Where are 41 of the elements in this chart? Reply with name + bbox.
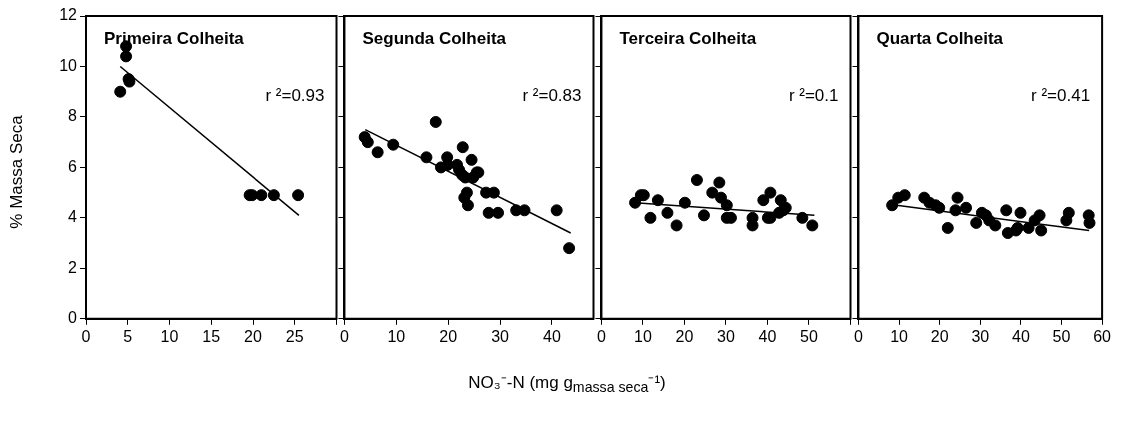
- x-tick-label: 25: [285, 327, 304, 345]
- y-tick-label: 8: [68, 107, 78, 125]
- text: Primeira Colheita: [104, 29, 245, 49]
- y-tick-label: 6: [68, 157, 78, 175]
- y-tick-label: 0: [68, 309, 78, 327]
- x-tick-label: 40: [543, 327, 561, 345]
- y-tick-label: 2: [68, 258, 78, 276]
- x-tick-label: 30: [717, 327, 735, 345]
- x-tick-label: 50: [800, 327, 818, 345]
- x-tick-label: 0: [854, 327, 863, 345]
- text: Terceira Colheita: [619, 29, 757, 49]
- x-tick-label: 20: [675, 327, 694, 345]
- x-tick-label: 40: [1011, 327, 1030, 345]
- x-tick-label: 30: [971, 327, 990, 345]
- x-tick-label: 10: [160, 327, 179, 345]
- x-tick-label: 30: [491, 327, 510, 345]
- x-tick-label: 5: [123, 327, 133, 345]
- y-axis-title: % Massa Seca: [7, 115, 27, 229]
- x-tick-label: 20: [930, 327, 949, 345]
- x-tick-label: 20: [244, 327, 262, 345]
- text: Quarta Colheita: [876, 29, 1004, 49]
- annotation: r ²=0.83: [522, 86, 582, 106]
- x-tick-label: 10: [387, 327, 406, 345]
- x-tick-label: 20: [439, 327, 458, 345]
- y-tick-label: 12: [59, 6, 78, 24]
- x-tick-label: 40: [758, 327, 777, 345]
- y-tick-label: 4: [68, 208, 78, 226]
- y-tick-label: 10: [59, 56, 78, 74]
- annotation: r ²=0.93: [265, 86, 325, 106]
- text: Segunda Colheita: [362, 29, 507, 49]
- x-tick-label: 60: [1093, 327, 1112, 345]
- x-axis-title: NO₃⁻-N (mg g$_{massa seca}$⁻¹): [468, 372, 666, 396]
- x-tick-label: 10: [634, 327, 652, 345]
- annotation: r ²=0.1: [788, 86, 839, 106]
- x-tick-label: 0: [81, 327, 91, 345]
- x-tick-label: 0: [597, 327, 606, 345]
- x-tick-label: 15: [202, 327, 221, 345]
- x-tick-label: 50: [1052, 327, 1071, 345]
- annotation: r ²=0.41: [1031, 86, 1091, 106]
- x-tick-label: 0: [340, 327, 349, 345]
- x-tick-label: 10: [890, 327, 909, 345]
